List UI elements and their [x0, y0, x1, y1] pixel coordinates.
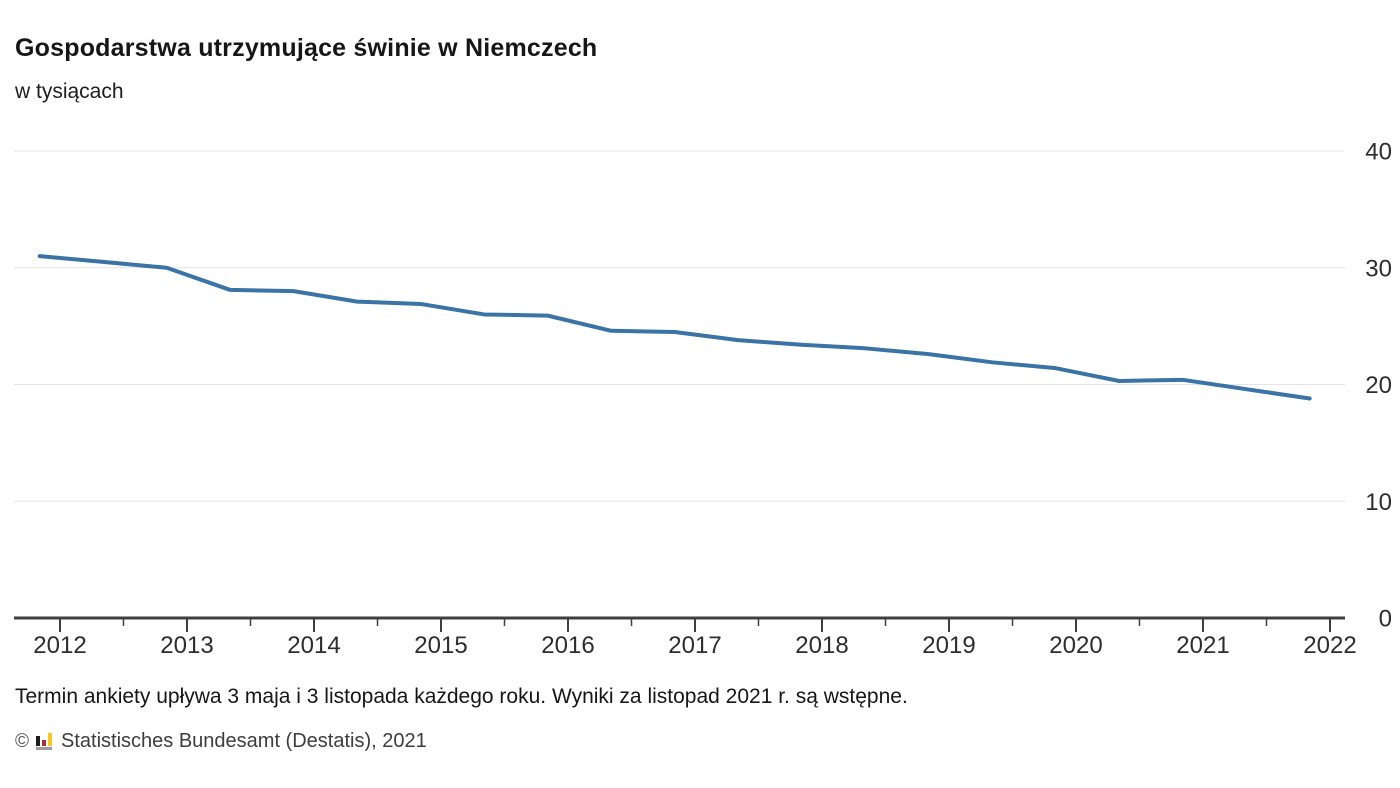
- y-tick-label-0: 0: [1379, 606, 1392, 633]
- data-line-series: [37, 254, 1312, 401]
- gridlines: [14, 150, 1345, 502]
- x-tick-label-2016: 2016: [541, 632, 594, 659]
- y-tick-label-10: 10: [1365, 489, 1392, 516]
- chart-title: Gospodarstwa utrzymujące świnie w Niemcz…: [15, 34, 598, 62]
- line-chart: 2012 2013 2014 2015 2016 2017 2018 2019 2020 2021…: [14, 139, 1392, 660]
- attribution: © Statistisches Bundesamt (Destatis), 20…: [15, 730, 427, 753]
- logo-baseline: [36, 747, 52, 750]
- x-tick-label-2012: 2012: [33, 632, 86, 659]
- y-tick-label-40: 40: [1365, 139, 1392, 166]
- x-tick-label-2021: 2021: [1176, 632, 1229, 659]
- x-tick-label-2020: 2020: [1049, 632, 1102, 659]
- series-line: [37, 254, 1312, 401]
- logo-bar-black: [36, 736, 40, 746]
- y-tick-label-30: 30: [1365, 255, 1392, 282]
- x-tick-label-2013: 2013: [160, 632, 213, 659]
- x-axis: [14, 616, 1345, 632]
- x-tick-label-2014: 2014: [287, 632, 340, 659]
- attribution-text: Statistisches Bundesamt (Destatis), 2021: [61, 730, 427, 752]
- x-tick-label-2017: 2017: [668, 632, 721, 659]
- x-tick-label-2018: 2018: [795, 632, 848, 659]
- axis-tick-labels: 2012 2013 2014 2015 2016 2017 2018 2019 2020 2021…: [33, 139, 1392, 660]
- destatis-logo-icon: [36, 733, 54, 750]
- x-tick-label-2022: 2022: [1303, 632, 1356, 659]
- copyright-symbol: ©: [15, 730, 29, 752]
- footnote: Termin ankiety upływa 3 maja i 3 listopa…: [15, 685, 908, 708]
- x-tick-label-2015: 2015: [414, 632, 467, 659]
- x-tick-label-2019: 2019: [922, 632, 975, 659]
- logo-bar-gold: [48, 733, 52, 746]
- y-tick-label-20: 20: [1365, 372, 1392, 399]
- chart-unit-subtitle: w tysiącach: [15, 80, 124, 103]
- logo-bar-red: [42, 740, 46, 746]
